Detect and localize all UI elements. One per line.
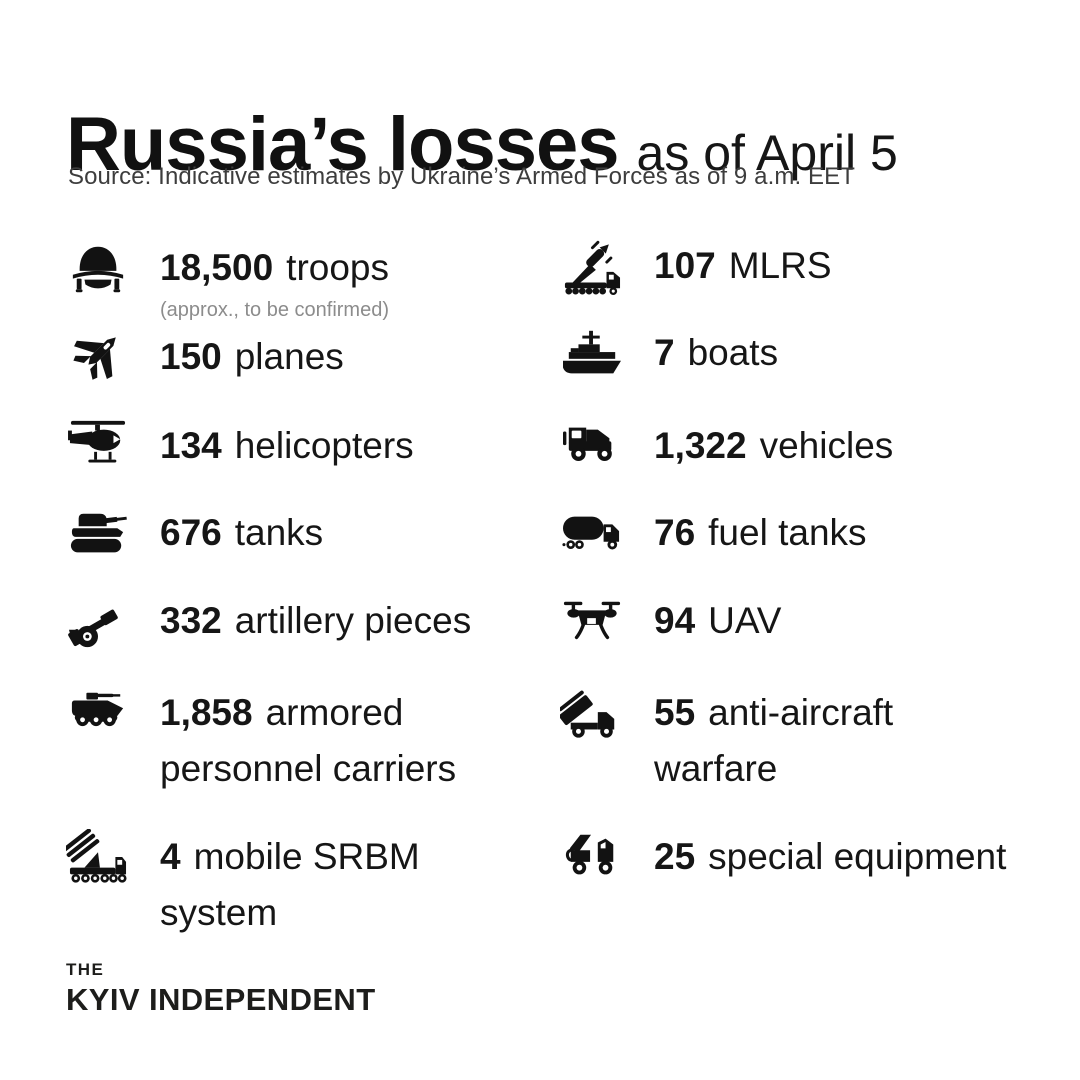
fuel-truck-icon <box>560 505 624 563</box>
stat-text: 107 MLRS <box>654 238 832 294</box>
stat-label: mobile SRBM system <box>160 836 420 933</box>
stat-row-vehicles: 1,322 vehicles <box>560 418 893 476</box>
stat-value: 4 <box>160 836 181 877</box>
page-title: Russia’s losses as of April 5 <box>66 103 898 187</box>
stat-row-helicopters: 134 helicopters <box>66 418 414 476</box>
stat-label: fuel tanks <box>708 512 867 553</box>
logo-kyiv-independent: KYIV INDEPENDENT <box>66 982 376 1017</box>
stat-row-srbm: 4 mobile SRBM system <box>66 829 460 941</box>
stat-value: 55 <box>654 692 696 733</box>
anti-aircraft-icon <box>560 685 624 743</box>
stat-label: anti-aircraft warfare <box>654 692 894 789</box>
stat-text: 94 UAV <box>654 593 782 649</box>
srbm-launcher-icon <box>66 829 130 887</box>
stat-value: 134 <box>160 425 222 466</box>
stat-note: (approx., to be confirmed) <box>160 299 389 321</box>
stat-text: 1,322 vehicles <box>654 418 893 474</box>
stat-value: 676 <box>160 512 222 553</box>
stat-label: armored personnel carriers <box>160 692 457 789</box>
stat-row-troops: 18,500 troops (approx., to be confirmed) <box>66 240 389 322</box>
logo-the: THE <box>66 960 105 979</box>
jeep-icon <box>560 418 624 476</box>
stat-label: boats <box>687 332 779 373</box>
stat-row-planes: 150 planes <box>66 329 344 387</box>
stat-value: 1,858 <box>160 692 253 733</box>
stat-row-fuel-tanks: 76 fuel tanks <box>560 505 867 563</box>
stat-text: 676 tanks <box>160 505 323 561</box>
fighter-jet-icon <box>66 329 130 387</box>
stat-value: 150 <box>160 336 222 377</box>
stat-row-tanks: 676 tanks <box>66 505 323 563</box>
drone-icon <box>560 593 624 651</box>
stat-row-anti-aircraft: 55 anti-aircraft warfare <box>560 685 1009 797</box>
stat-row-uav: 94 UAV <box>560 593 782 651</box>
stats-column-right: 107 MLRS 7 boats <box>560 0 1080 1080</box>
stat-row-artillery: 332 artillery pieces <box>66 593 471 651</box>
stat-label: troops <box>286 247 390 288</box>
stat-value: 76 <box>654 512 696 553</box>
stat-text: 1,858 armored personnel carriers <box>160 685 490 797</box>
stat-text: 76 fuel tanks <box>654 505 867 561</box>
stat-value: 332 <box>160 600 222 641</box>
stat-label: tanks <box>234 512 324 553</box>
boat-icon <box>560 325 624 383</box>
stat-label: MLRS <box>728 245 832 286</box>
stat-value: 18,500 <box>160 247 274 288</box>
stat-label: UAV <box>708 600 782 641</box>
stat-text: 55 anti-aircraft warfare <box>654 685 1009 797</box>
kyiv-independent-logo: THE KYIV INDEPENDENT <box>66 960 376 1018</box>
stat-label: artillery pieces <box>234 600 472 641</box>
crane-truck-icon <box>560 829 624 887</box>
title-main: Russia’s losses <box>66 101 620 187</box>
stat-text: 18,500 troops (approx., to be confirmed) <box>160 240 389 322</box>
apc-icon <box>66 685 130 743</box>
stat-label: vehicles <box>759 425 894 466</box>
stat-row-boats: 7 boats <box>560 325 778 383</box>
stat-value: 1,322 <box>654 425 747 466</box>
stat-row-special-equipment: 25 special equipment <box>560 829 1006 887</box>
tank-icon <box>66 505 130 563</box>
stat-label: special equipment <box>708 836 1007 877</box>
stat-value: 107 <box>654 245 716 286</box>
stat-value: 94 <box>654 600 696 641</box>
stat-label: helicopters <box>234 425 414 466</box>
title-suffix: as of April 5 <box>636 124 898 181</box>
stat-row-mlrs: 107 MLRS <box>560 238 832 296</box>
stat-text: 134 helicopters <box>160 418 414 474</box>
source-line: Source: Indicative estimates by Ukraine’… <box>68 163 855 190</box>
mlrs-icon <box>560 238 624 296</box>
stat-value: 25 <box>654 836 696 877</box>
stat-row-apc: 1,858 armored personnel carriers <box>66 685 490 797</box>
artillery-icon <box>66 593 130 651</box>
helicopter-icon <box>66 418 130 476</box>
stat-text: 7 boats <box>654 325 778 381</box>
stats-column-left: 18,500 troops (approx., to be confirmed) <box>66 0 546 1080</box>
stat-text: 4 mobile SRBM system <box>160 829 460 941</box>
stat-text: 332 artillery pieces <box>160 593 471 649</box>
stat-text: 150 planes <box>160 329 344 385</box>
stat-text: 25 special equipment <box>654 829 1006 885</box>
stat-label: planes <box>234 336 344 377</box>
stat-value: 7 <box>654 332 675 373</box>
helmet-icon <box>66 240 130 298</box>
